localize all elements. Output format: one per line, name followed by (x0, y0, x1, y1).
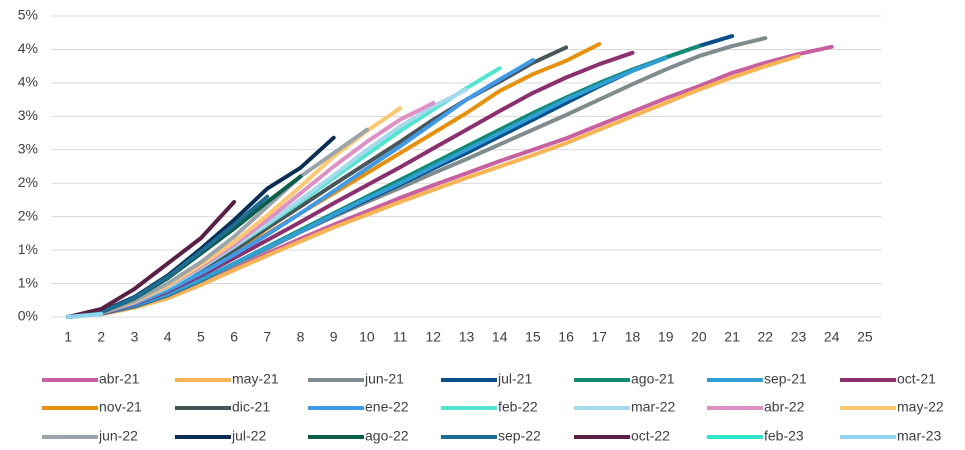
x-tick-label: 15 (525, 329, 541, 345)
legend-label: sep-22 (498, 428, 541, 444)
legend-label: may-22 (897, 399, 944, 415)
y-tick-label: 3% (18, 140, 38, 156)
x-tick-label: 13 (459, 329, 475, 345)
series-line (66, 56, 668, 319)
x-tick-label: 18 (625, 329, 641, 345)
y-tick-label: 1% (18, 274, 38, 290)
legend-label: oct-22 (631, 428, 670, 444)
legend-label: ago-22 (365, 428, 409, 444)
y-tick-label: 2% (18, 207, 38, 223)
legend-label: feb-23 (764, 428, 804, 444)
y-tick-label: 5% (18, 7, 38, 23)
y-tick-label: 2% (18, 174, 38, 190)
x-tick-label: 7 (263, 329, 271, 345)
y-tick-label: 3% (18, 107, 38, 123)
legend-label: may-21 (232, 371, 279, 387)
legend-label: jul-21 (497, 371, 532, 387)
y-tick-label: 1% (18, 241, 38, 257)
x-tick-label: 22 (758, 329, 774, 345)
x-tick-label: 10 (359, 329, 375, 345)
series-line (66, 42, 602, 319)
legend-label: abr-21 (99, 371, 140, 387)
y-tick-label: 4% (18, 74, 38, 90)
x-tick-label: 19 (658, 329, 674, 345)
x-tick-label: 16 (558, 329, 574, 345)
x-tick-label: 17 (592, 329, 608, 345)
legend-label: jun-21 (364, 371, 404, 387)
x-tick-label: 2 (97, 329, 105, 345)
x-tick-label: 25 (857, 329, 873, 345)
legend-label: sep-21 (764, 371, 807, 387)
legend-label: ago-21 (631, 371, 675, 387)
legend-label: feb-22 (498, 399, 538, 415)
x-tick-label: 12 (426, 329, 442, 345)
legend-label: jun-22 (98, 428, 138, 444)
x-tick-label: 3 (131, 329, 139, 345)
legend-label: mar-23 (897, 428, 942, 444)
series-line (66, 54, 801, 319)
legend-label: nov-21 (99, 399, 142, 415)
x-tick-label: 14 (492, 329, 508, 345)
x-tick-label: 1 (64, 329, 72, 345)
x-tick-label: 20 (691, 329, 707, 345)
x-tick-label: 11 (393, 329, 408, 345)
x-tick-label: 8 (297, 329, 305, 345)
x-tick-label: 21 (724, 329, 740, 345)
legend-label: ene-22 (365, 399, 409, 415)
x-tick-label: 23 (791, 329, 807, 345)
x-tick-label: 5 (197, 329, 205, 345)
y-tick-label: 0% (18, 308, 38, 324)
x-tick-label: 4 (164, 329, 172, 345)
legend-label: oct-21 (897, 371, 936, 387)
legend-label: jul-22 (231, 428, 266, 444)
y-tick-label: 4% (18, 40, 38, 56)
x-tick-label: 6 (230, 329, 238, 345)
x-tick-label: 9 (330, 329, 338, 345)
legend-label: mar-22 (631, 399, 676, 415)
x-tick-label: 24 (824, 329, 840, 345)
series-line (66, 200, 237, 319)
legend-label: dic-21 (232, 399, 270, 415)
series-line (66, 312, 104, 319)
legend-label: abr-22 (764, 399, 805, 415)
